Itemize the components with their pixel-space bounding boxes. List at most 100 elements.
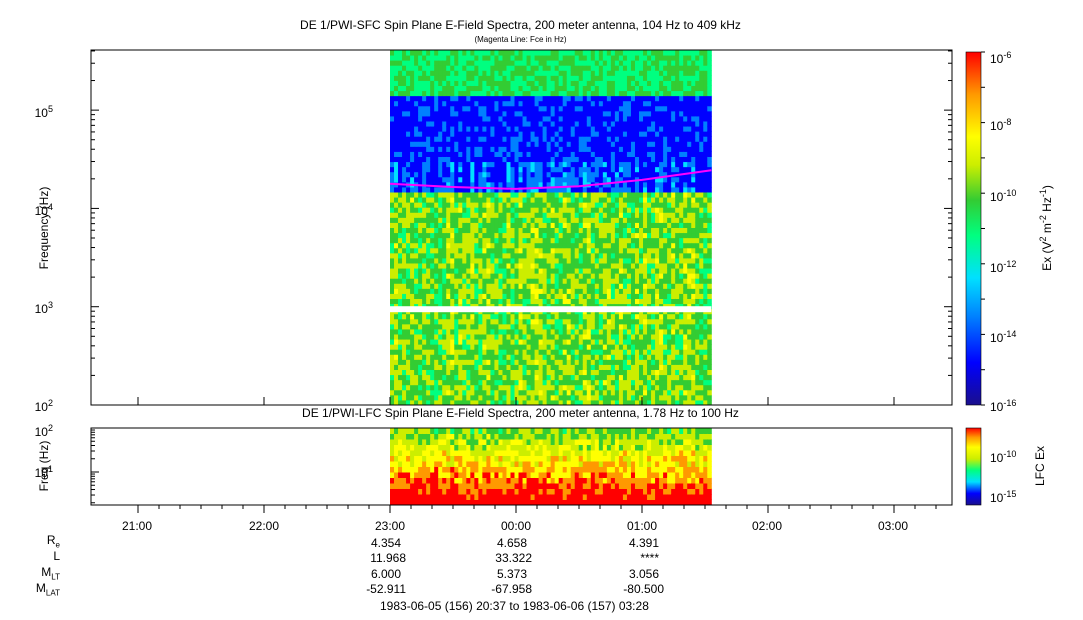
sfc-cell <box>651 70 656 76</box>
sfc-cell <box>426 50 431 56</box>
sfc-cell <box>406 146 411 152</box>
sfc-cell <box>438 50 443 56</box>
sfc-cell <box>538 298 544 305</box>
sfc-cell <box>506 263 511 269</box>
sfc-cell <box>434 328 439 335</box>
sfc-cell <box>478 202 483 208</box>
sfc-cell <box>442 232 447 239</box>
sfc-cell <box>598 151 604 157</box>
sfc-cell <box>470 278 475 284</box>
sfc-cell <box>586 126 592 132</box>
sfc-cell <box>410 227 415 234</box>
sfc-cell <box>526 70 532 76</box>
sfc-cell <box>494 192 499 198</box>
sfc-cell <box>418 268 423 274</box>
sfc-cell <box>514 268 520 274</box>
sfc-cell <box>562 364 568 370</box>
sfc-cell <box>630 323 636 330</box>
sfc-cell <box>538 50 544 56</box>
sfc-cell <box>671 389 676 396</box>
sfc-cell <box>622 394 628 401</box>
sfc-cell <box>438 349 443 355</box>
sfc-cell <box>390 339 395 345</box>
sfc-cell <box>582 359 588 365</box>
sfc-cell <box>630 293 636 299</box>
sfc-cell <box>671 202 676 208</box>
sfc-cell <box>558 263 564 269</box>
sfc-cell <box>610 181 616 188</box>
sfc-cell <box>606 176 612 183</box>
sfc-cell <box>490 394 495 401</box>
sfc-cell <box>406 389 411 396</box>
sfc-cell <box>450 70 455 76</box>
sfc-cell <box>659 212 664 218</box>
sfc-cell <box>594 263 600 269</box>
sfc-cell <box>506 60 511 66</box>
sfc-cell <box>498 146 503 152</box>
sfc-cell <box>442 100 447 107</box>
sfc-cell <box>578 293 584 299</box>
sfc-cell <box>598 339 604 345</box>
sfc-cell <box>454 197 459 203</box>
sfc-cell <box>574 141 580 147</box>
sfc-cell <box>578 384 584 391</box>
sfc-cell <box>450 126 455 132</box>
sfc-cell <box>466 273 471 279</box>
sfc-cell <box>598 222 604 228</box>
sfc-cell <box>647 90 652 97</box>
sfc-cell <box>647 50 652 56</box>
sfc-cell <box>606 85 612 92</box>
sfc-cell <box>610 202 616 208</box>
sfc-cell <box>659 389 664 396</box>
sfc-cell <box>510 298 516 305</box>
sfc-cell <box>402 192 407 198</box>
sfc-cell <box>438 364 443 370</box>
sfc-cell <box>578 354 584 360</box>
sfc-cell <box>667 186 672 193</box>
sfc-cell <box>398 237 403 244</box>
sfc-cell <box>554 171 560 178</box>
sfc-cell <box>526 257 532 264</box>
sfc-cell <box>546 339 552 345</box>
sfc-cell <box>506 141 511 147</box>
sfc-cell <box>570 374 576 381</box>
sfc-cell <box>522 60 528 66</box>
sfc-cell <box>562 75 568 81</box>
sfc-cell <box>410 115 415 122</box>
sfc-cell <box>667 288 672 294</box>
sfc-cell <box>502 273 507 279</box>
sfc-cell <box>534 369 540 376</box>
sfc-cell <box>506 50 511 56</box>
sfc-cell <box>486 156 491 163</box>
sfc-cell <box>450 323 455 330</box>
sfc-cell <box>478 389 483 396</box>
sfc-cell <box>630 115 636 122</box>
sfc-cell <box>446 50 451 56</box>
sfc-cell <box>671 354 676 360</box>
sfc-cell <box>430 318 435 325</box>
sfc-cell <box>659 171 664 178</box>
sfc-cell <box>566 75 572 81</box>
sfc-cell <box>398 323 403 330</box>
sfc-cell <box>590 379 596 386</box>
sfc-cell <box>426 65 431 71</box>
sfc-cell <box>546 298 552 305</box>
sfc-cell <box>622 334 628 340</box>
sfc-cell <box>466 349 471 355</box>
sfc-cell <box>434 334 439 340</box>
sfc-cell <box>562 212 568 218</box>
sfc-cell <box>534 110 540 117</box>
sfc-cell <box>526 95 532 102</box>
sfc-cell <box>610 384 616 391</box>
sfc-cell <box>530 80 536 86</box>
sfc-cell <box>626 242 632 249</box>
sfc-cell <box>490 252 495 259</box>
sfc-cell <box>486 298 491 305</box>
sfc-cell <box>574 156 580 163</box>
sfc-cell <box>586 252 592 259</box>
sfc-cell <box>634 334 640 340</box>
sfc-cell <box>574 293 580 299</box>
sfc-cell <box>655 344 660 350</box>
sfc-cell <box>554 263 560 269</box>
sfc-cell <box>626 217 632 223</box>
